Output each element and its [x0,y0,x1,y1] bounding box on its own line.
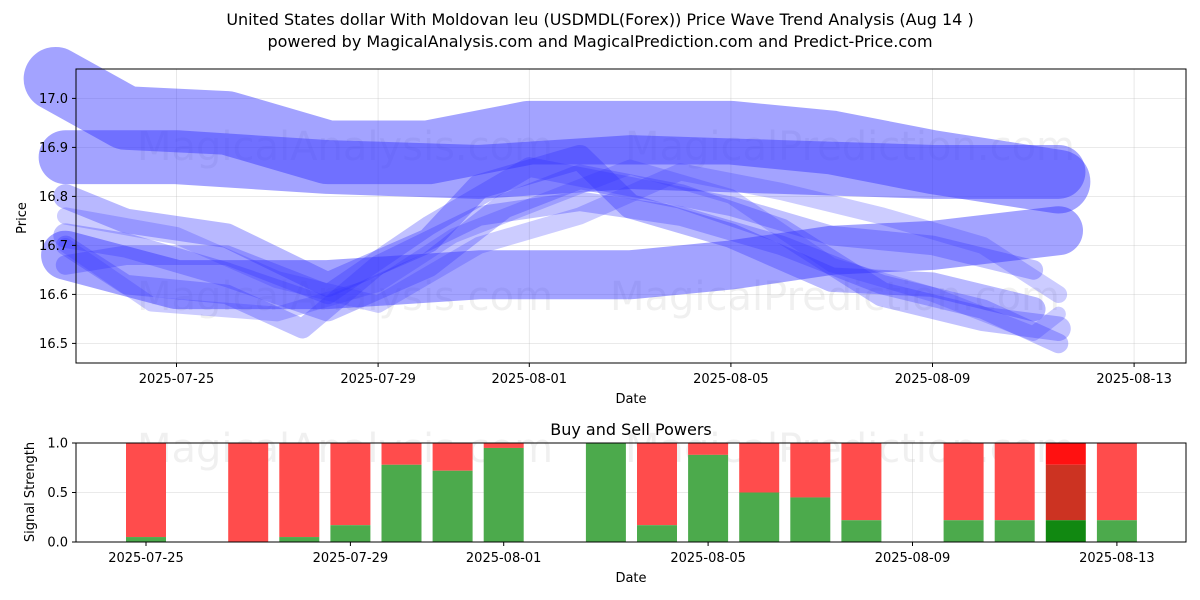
buy-power-bar [432,470,473,542]
price-y-tick-label: 16.9 [39,141,68,156]
price-x-tick-label: 2025-08-09 [895,372,971,387]
buy-power-bar [330,525,371,542]
price-wave-band [41,206,1083,310]
buy-power-bar [585,443,626,542]
sell-power-bar [1096,443,1137,521]
price-x-tick-label: 2025-07-29 [340,372,416,387]
price-y-tick-label: 16.6 [39,288,68,303]
price-grid [76,69,1186,363]
sell-power-bar [126,443,166,538]
power-title: Buy and Sell Powers [550,420,712,439]
buy-power-bar [381,464,422,542]
sell-power-bar [381,443,422,465]
buy-power-bar [739,492,780,542]
price-wave-band [53,144,1046,322]
power-y-label: Signal Strength [23,442,38,542]
price-x-tick-label: 2025-08-01 [492,372,568,387]
watermark-text: MagicalAnalysis.com [137,274,553,320]
power-x-tick-label: 2025-08-13 [1079,551,1155,566]
sell-power-bar [483,443,524,448]
power-y-tick-label: 1.0 [47,437,68,452]
price-y-tick-label: 16.7 [39,239,68,254]
power-x-ticks: 2025-07-25 2025-07-29 2025-08-01 2025-08-05… [108,542,1155,566]
power-panel: Buy and Sell Powers 2025-07-25 2025-07-29… [23,420,1187,586]
price-x-tick-label: 2025-08-13 [1096,372,1172,387]
watermark-text: MagicalPrediction.com [610,274,1060,320]
buy-power-bar [790,497,831,542]
price-wave-band [55,157,1044,305]
price-y-tick-label: 17.0 [39,92,68,107]
sell-power-bar [739,443,780,493]
buy-power-bar [688,454,729,542]
buy-power-bar [1096,520,1137,542]
sell-power-bar [330,443,371,526]
price-wave-band [53,164,1071,341]
buy-power-bar [279,537,320,542]
price-y-tick-label: 16.5 [39,337,68,352]
sell-power-bar [943,443,984,521]
buy-power-bar [637,525,677,542]
price-y-label: Price [15,202,30,234]
price-wave-band [55,191,1069,354]
buy-power-bar [994,520,1035,542]
price-x-tick-label: 2025-08-05 [693,372,769,387]
power-x-tick-label: 2025-08-05 [670,551,746,566]
sell-power-bar [994,443,1035,521]
watermark-layer: MagicalAnalysis.com MagicalPrediction.com… [137,124,1075,472]
sell-power-bar [841,443,882,521]
power-x-tick-label: 2025-08-01 [466,551,542,566]
buy-power-bar [943,520,984,542]
price-waves [23,46,1091,354]
sell-power-bar [279,443,320,538]
power-y-ticks: 0.0 0.5 1.0 [47,437,76,551]
sell-power-bar [1045,464,1086,521]
watermark-text: MagicalAnalysis.com [137,124,553,170]
chart-subtitle: powered by MagicalAnalysis.com and Magic… [267,32,933,51]
chart-title: United States dollar With Moldovan leu (… [226,10,974,29]
watermark-text: MagicalPrediction.com [625,124,1075,170]
sell-power-bar [637,443,677,526]
sell-power-bar [790,443,831,498]
price-x-tick-label: 2025-07-25 [139,372,215,387]
sell-power-bar [432,443,473,471]
price-axes-frame [75,68,1187,364]
power-y-tick-label: 0.5 [47,486,68,501]
price-wave-band [23,46,1091,214]
price-wave-band [56,163,1068,313]
price-x-label: Date [615,392,646,407]
buy-power-bar [483,447,524,542]
sell-power-bar [1045,443,1086,465]
buy-power-bar [841,520,882,542]
price-y-tick-label: 16.8 [39,190,68,205]
power-x-tick-label: 2025-07-25 [108,551,184,566]
price-wave-band [58,159,1066,341]
power-x-tick-label: 2025-08-09 [875,551,951,566]
sell-power-bar [688,443,729,455]
price-wave-band [38,130,1086,199]
power-x-label: Date [615,571,646,586]
power-y-tick-label: 0.0 [47,536,68,551]
buy-power-bar [126,537,166,542]
buy-power-bar [1045,520,1086,542]
price-y-ticks: 16.5 16.6 16.7 16.8 16.9 17.0 [39,92,76,352]
price-x-ticks: 2025-07-25 2025-07-29 2025-08-01 2025-08-05… [139,363,1172,387]
power-x-tick-label: 2025-07-29 [313,551,389,566]
power-bars [126,443,1137,542]
price-panel: 2025-07-25 2025-07-29 2025-08-01 2025-08-05… [15,46,1187,407]
sell-power-bar [228,443,269,542]
